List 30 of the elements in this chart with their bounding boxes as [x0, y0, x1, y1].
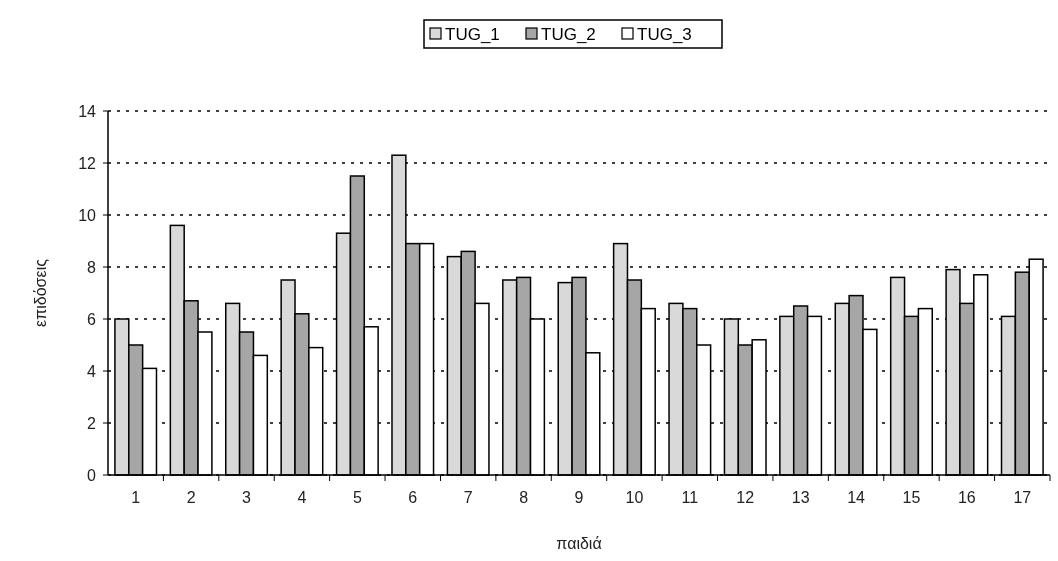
x-tick-label: 16 — [957, 489, 976, 506]
y-tick-label: 12 — [78, 154, 97, 172]
x-tick-label: 1 — [131, 489, 141, 506]
y-axis-title: επιδόσεις — [32, 258, 49, 327]
y-tick-label: 8 — [87, 258, 97, 276]
x-tick-label: 2 — [186, 489, 196, 506]
x-tick-label: 10 — [625, 489, 644, 506]
x-tick-label: 7 — [463, 489, 473, 506]
y-tick-label: 0 — [87, 466, 97, 484]
x-axis-title: παιδιά — [556, 535, 602, 552]
x-tick-label: 4 — [297, 489, 307, 506]
x-tick-label: 14 — [847, 489, 866, 506]
x-tick-label: 15 — [902, 489, 921, 506]
x-tick-label: 8 — [519, 489, 529, 506]
y-tick-label: 10 — [78, 206, 97, 224]
x-tick-label: 6 — [408, 489, 418, 506]
y-tick-label: 2 — [87, 414, 97, 432]
x-tick-label: 13 — [791, 489, 810, 506]
legend-label: TUG_3 — [637, 24, 692, 44]
x-tick-label: 3 — [242, 489, 252, 506]
y-tick-label: 14 — [78, 102, 97, 120]
y-tick-label: 6 — [87, 310, 97, 328]
y-tick-label: 4 — [87, 362, 97, 380]
legend-label: TUG_1 — [445, 24, 500, 44]
legend-label: TUG_2 — [541, 24, 596, 44]
x-tick-label: 5 — [352, 489, 362, 506]
x-tick-label: 9 — [574, 489, 584, 506]
x-tick-label: 17 — [1013, 489, 1032, 506]
x-tick-label: 11 — [681, 489, 699, 506]
x-tick-label: 12 — [736, 489, 755, 506]
